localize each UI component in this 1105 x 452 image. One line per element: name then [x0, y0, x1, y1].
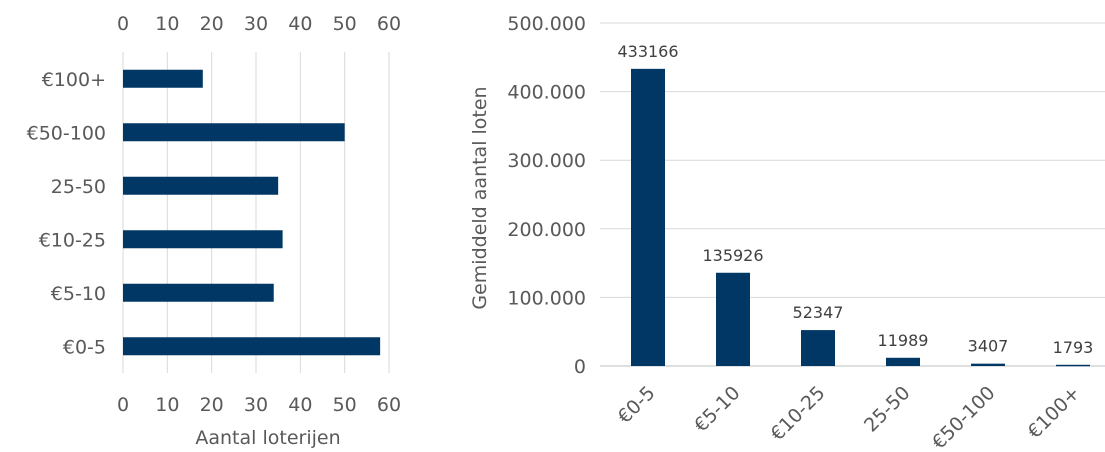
- right-data-label: 1793: [1053, 338, 1094, 357]
- left-bar: [123, 284, 274, 302]
- right-bar: [1056, 365, 1090, 367]
- right-category-label: €10-25: [766, 382, 829, 445]
- left-category-label: €10-25: [39, 229, 106, 251]
- left-bar-chart: 0 0 10 10 20 20 30 30 40 40 50 50 60 60 €0-5 €5-10 €10-2…: [27, 13, 401, 416]
- left-top-tick-label: 60: [377, 13, 401, 35]
- right-bar: [631, 69, 665, 366]
- right-data-label: 3407: [968, 337, 1009, 356]
- right-bar: [716, 273, 750, 366]
- right-data-label: 135926: [702, 246, 763, 265]
- left-x-axis-label: Aantal loterijen: [195, 427, 340, 449]
- right-category-label: €50-100: [928, 382, 1000, 452]
- left-bottom-tick-label: 0: [117, 394, 129, 416]
- left-bar: [123, 177, 278, 195]
- left-top-tick-label: 30: [244, 13, 268, 35]
- right-category-label: €5-10: [690, 382, 745, 437]
- right-bar: [801, 330, 835, 366]
- left-top-tick-label: 20: [200, 13, 224, 35]
- left-category-label: €100+: [42, 69, 106, 91]
- left-bottom-tick-label: 20: [200, 394, 224, 416]
- right-bar-chart: 0 100.000 200.000 300.000 400.000 500.000 4331…: [507, 13, 1105, 452]
- left-category-label: €50-100: [27, 122, 106, 144]
- right-y-tick-label: 0: [574, 356, 586, 378]
- left-bottom-tick-label: 60: [377, 394, 401, 416]
- left-bar: [123, 123, 345, 141]
- right-y-tick-label: 100.000: [507, 287, 586, 309]
- right-data-label: 52347: [793, 303, 844, 322]
- left-bar: [123, 337, 380, 355]
- left-bottom-tick-label: 30: [244, 394, 268, 416]
- right-data-label: 11989: [878, 331, 929, 350]
- left-bottom-tick-label: 10: [155, 394, 179, 416]
- left-bottom-tick-label: 40: [288, 394, 312, 416]
- left-category-label: €5-10: [51, 283, 106, 305]
- left-top-tick-label: 10: [155, 13, 179, 35]
- left-bar: [123, 230, 283, 248]
- right-y-tick-label: 500.000: [507, 13, 586, 35]
- right-y-axis-label: Gemiddeld aantal loten: [469, 86, 491, 309]
- right-y-tick-label: 400.000: [507, 82, 586, 104]
- left-top-tick-label: 0: [117, 13, 129, 35]
- left-top-tick-label: 50: [333, 13, 357, 35]
- right-bar: [886, 358, 920, 366]
- right-y-tick-label: 300.000: [507, 150, 586, 172]
- right-category-label: 25-50: [860, 382, 915, 437]
- left-bottom-tick-label: 50: [333, 394, 357, 416]
- left-bar: [123, 70, 203, 88]
- right-category-label: €0-5: [613, 382, 659, 428]
- left-category-label: 25-50: [51, 176, 106, 198]
- right-data-label: 433166: [617, 42, 678, 61]
- left-top-tick-label: 40: [288, 13, 312, 35]
- left-category-label: €0-5: [63, 336, 106, 358]
- right-bar: [971, 364, 1005, 366]
- right-category-label: €100+: [1024, 382, 1085, 443]
- right-y-tick-label: 200.000: [507, 219, 586, 241]
